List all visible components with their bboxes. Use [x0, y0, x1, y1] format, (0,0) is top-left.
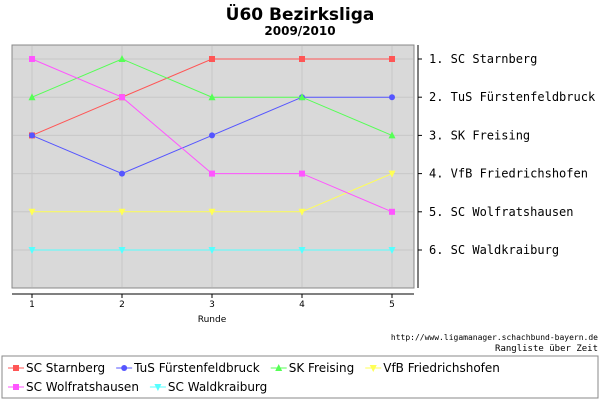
data-point [118, 208, 126, 216]
legend-marker [121, 365, 128, 371]
chart-subtitle: 2009/2010 [264, 24, 335, 38]
data-point [298, 247, 306, 254]
x-tick-label: 2 [119, 300, 125, 310]
rank-label: 4. VfB Friedrichshofen [429, 167, 588, 181]
legend-item: SC Waldkraiburg [149, 380, 267, 394]
source-url: http://www.ligamanager.schachbund-bayern… [391, 333, 598, 342]
data-point [119, 94, 125, 101]
rank-label: 2. TuS Fürstenfeldbruck [429, 90, 596, 104]
x-tick-label: 3 [209, 300, 215, 310]
data-point [118, 55, 126, 62]
data-point [389, 56, 395, 62]
data-point [209, 132, 215, 139]
series-group [28, 55, 396, 139]
data-point [298, 93, 306, 101]
data-point [29, 132, 35, 139]
legend-label: TuS Fürstenfeldbruck [133, 361, 260, 375]
legend-marker [275, 364, 283, 371]
legend-label: SC Starnberg [26, 361, 105, 375]
legend-marker [154, 384, 162, 391]
legend-marker [13, 365, 19, 371]
x-tick-label: 4 [299, 300, 305, 310]
data-point [119, 170, 125, 177]
data-point [29, 56, 35, 62]
data-point [208, 93, 216, 101]
data-point [118, 247, 126, 254]
data-point [209, 170, 215, 177]
data-point [209, 56, 215, 62]
x-tick-label: 1 [29, 300, 35, 310]
series-group [28, 247, 396, 254]
data-point [389, 208, 395, 215]
legend-item: SC Starnberg [8, 361, 105, 375]
chart-title: Ü60 Bezirksliga [226, 3, 375, 25]
ranking-caption: Rangliste über Zeit [495, 344, 598, 354]
legend-item: SC Wolfratshausen [8, 380, 139, 394]
legend: SC Starnberg TuS Fürstenfeldbruck SK Freis… [8, 361, 500, 394]
legend-label: VfB Friedrichshofen [383, 361, 500, 375]
rank-label: 3. SK Freising [429, 128, 530, 142]
series-layer [28, 55, 396, 254]
series-group [28, 170, 396, 216]
rank-axis: 1. SC Starnberg 2. TuS Fürstenfeldbruck 3.… [417, 45, 596, 288]
legend-label: SK Freising [289, 361, 355, 375]
data-point [28, 208, 36, 216]
series-group [29, 94, 395, 177]
x-tick-label: 5 [389, 300, 395, 310]
data-point [299, 170, 305, 177]
data-point [299, 56, 305, 62]
legend-item: TuS Fürstenfeldbruck [116, 361, 260, 375]
data-point [298, 208, 306, 216]
data-point [388, 247, 396, 254]
data-point [388, 170, 396, 178]
x-axis-label: Runde [198, 315, 227, 325]
x-axis: 1 2 3 4 5 [12, 293, 414, 310]
data-point [28, 93, 36, 101]
data-point [28, 247, 36, 254]
legend-label: SC Wolfratshausen [26, 380, 139, 394]
data-point [208, 208, 216, 216]
legend-item: SK Freising [270, 361, 355, 375]
rank-label: 1. SC Starnberg [429, 52, 537, 66]
legend-marker [13, 384, 19, 390]
data-point [208, 247, 216, 254]
data-point [388, 131, 396, 139]
legend-box [1, 355, 599, 399]
legend-label: SC Waldkraiburg [168, 380, 267, 394]
data-point [389, 94, 395, 101]
series-group [29, 56, 395, 215]
rank-label: 5. SC Wolfratshausen [429, 205, 574, 219]
legend-marker [369, 365, 377, 372]
legend-item: VfB Friedrichshofen [365, 361, 500, 375]
rank-label: 6. SC Waldkraiburg [429, 243, 559, 257]
